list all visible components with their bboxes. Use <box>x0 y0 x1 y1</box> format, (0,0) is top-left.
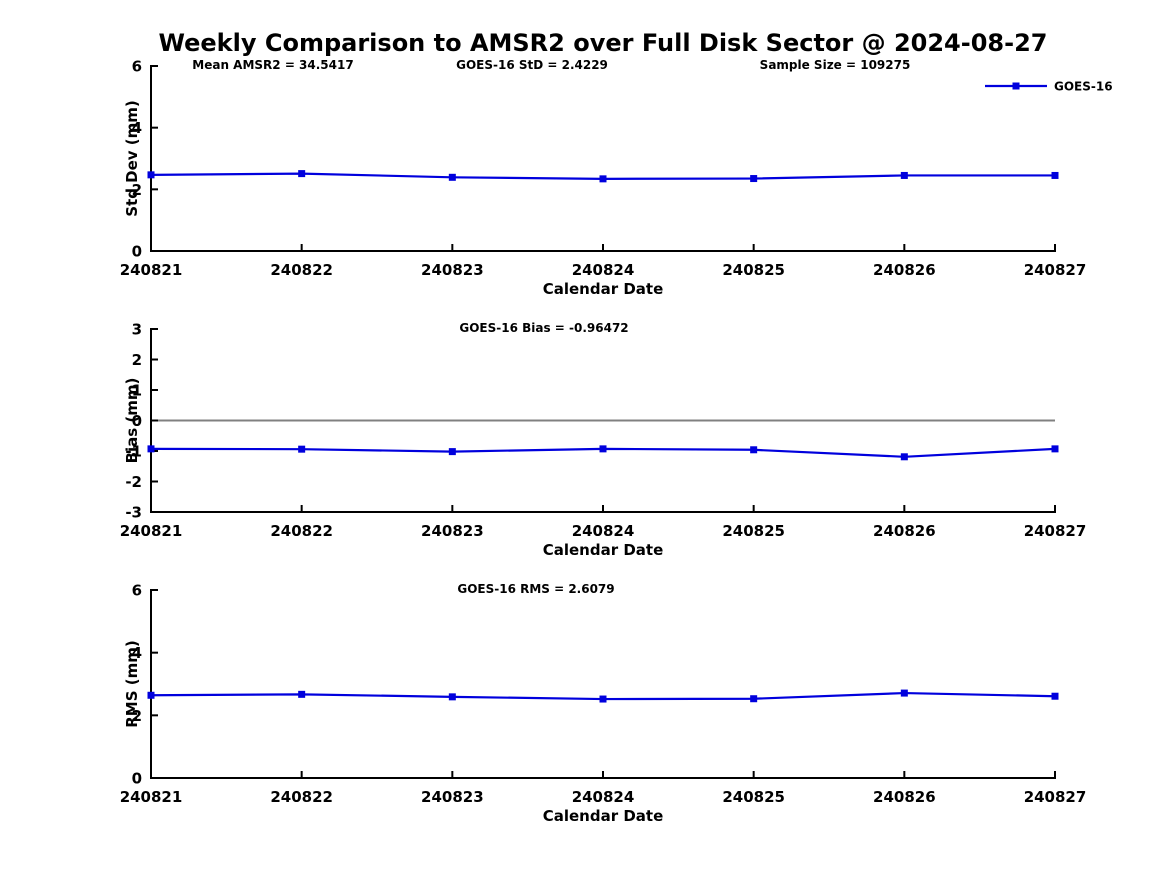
bias-x-tick-label: 240826 <box>873 522 936 540</box>
bias-x-tick-label: 240823 <box>421 522 484 540</box>
std-dev-annotation: Mean AMSR2 = 34.5417 <box>192 58 353 72</box>
std-dev-ylabel: Std Dev (mm) <box>123 100 141 217</box>
std-dev-annotation: Sample Size = 109275 <box>760 58 911 72</box>
std-dev-x-tick-label: 240826 <box>873 261 936 279</box>
bias-x-tick-label: 240824 <box>572 522 635 540</box>
std-dev-data-point-marker <box>147 171 155 179</box>
rms-data-point-marker <box>147 691 155 699</box>
rms-x-tick-label: 240822 <box>270 788 333 806</box>
bias-data-point-marker <box>147 445 155 453</box>
bias-y-tick-label: -3 <box>125 504 142 522</box>
std-dev-x-tick-label: 240821 <box>120 261 183 279</box>
rms-y-tick-label: 6 <box>132 582 142 600</box>
bias-data-point-marker <box>298 445 306 453</box>
std-dev-data-point-marker <box>448 173 456 181</box>
legend-marker <box>1012 82 1020 90</box>
bias-x-tick-label: 240825 <box>722 522 785 540</box>
rms-annotation: GOES-16 RMS = 2.6079 <box>457 582 614 596</box>
bias-y-tick-label: -2 <box>125 473 142 491</box>
rms-data-point-marker <box>1051 692 1059 700</box>
bias-data-point-marker <box>599 445 607 453</box>
bias-xlabel: Calendar Date <box>543 541 664 559</box>
bias-x-tick-label: 240827 <box>1024 522 1087 540</box>
rms-y-tick-label: 0 <box>132 770 142 788</box>
std-dev-y-tick-label: 6 <box>132 58 142 76</box>
rms-x-tick-label: 240826 <box>873 788 936 806</box>
rms-y-tick-label: 2 <box>132 707 142 725</box>
bias-data-point-marker <box>1051 445 1059 453</box>
rms-x-tick-label: 240823 <box>421 788 484 806</box>
rms-data-point-marker <box>900 689 908 697</box>
legend-label: GOES-16 <box>1054 80 1113 94</box>
rms-x-tick-label: 240825 <box>722 788 785 806</box>
bias-data-point-marker <box>900 453 908 461</box>
bias-x-tick-label: 240821 <box>120 522 183 540</box>
rms-data-point-marker <box>750 695 758 703</box>
std-dev-y-tick-label: 0 <box>132 243 142 261</box>
std-dev-data-point-marker <box>750 175 758 183</box>
bias-y-tick-label: 3 <box>132 321 142 339</box>
std-dev-x-tick-label: 240822 <box>270 261 333 279</box>
std-dev-data-point-marker <box>1051 171 1059 179</box>
rms-ylabel: RMS (mm) <box>123 640 141 727</box>
std-dev-xlabel: Calendar Date <box>543 280 664 298</box>
rms-x-tick-label: 240824 <box>572 788 635 806</box>
std-dev-x-tick-label: 240823 <box>421 261 484 279</box>
rms-data-point-marker <box>448 693 456 701</box>
bias-ylabel: Bias (mm) <box>123 378 141 464</box>
bias-y-tick-label: 1 <box>132 382 142 400</box>
std-dev-x-tick-label: 240825 <box>722 261 785 279</box>
bias-y-tick-label: 0 <box>132 412 142 430</box>
bias-y-tick-label: -1 <box>125 443 142 461</box>
std-dev-y-tick-label: 2 <box>132 181 142 199</box>
std-dev-data-point-marker <box>298 170 306 178</box>
std-dev-x-tick-label: 240827 <box>1024 261 1087 279</box>
bias-data-point-marker <box>448 448 456 456</box>
rms-xlabel: Calendar Date <box>543 807 664 825</box>
rms-data-point-marker <box>298 690 306 698</box>
rms-data-point-marker <box>599 695 607 703</box>
std-dev-data-point-marker <box>599 175 607 183</box>
rms-x-tick-label: 240827 <box>1024 788 1087 806</box>
bias-data-point-marker <box>750 446 758 454</box>
std-dev-x-tick-label: 240824 <box>572 261 635 279</box>
rms-y-tick-label: 4 <box>132 644 142 662</box>
std-dev-y-tick-label: 4 <box>132 119 142 137</box>
rms-x-tick-label: 240821 <box>120 788 183 806</box>
figure-title: Weekly Comparison to AMSR2 over Full Dis… <box>158 29 1048 57</box>
std-dev-annotation: GOES-16 StD = 2.4229 <box>456 58 608 72</box>
bias-y-tick-label: 2 <box>132 351 142 369</box>
std-dev-data-point-marker <box>900 171 908 179</box>
bias-x-tick-label: 240822 <box>270 522 333 540</box>
bias-annotation: GOES-16 Bias = -0.96472 <box>459 321 628 335</box>
